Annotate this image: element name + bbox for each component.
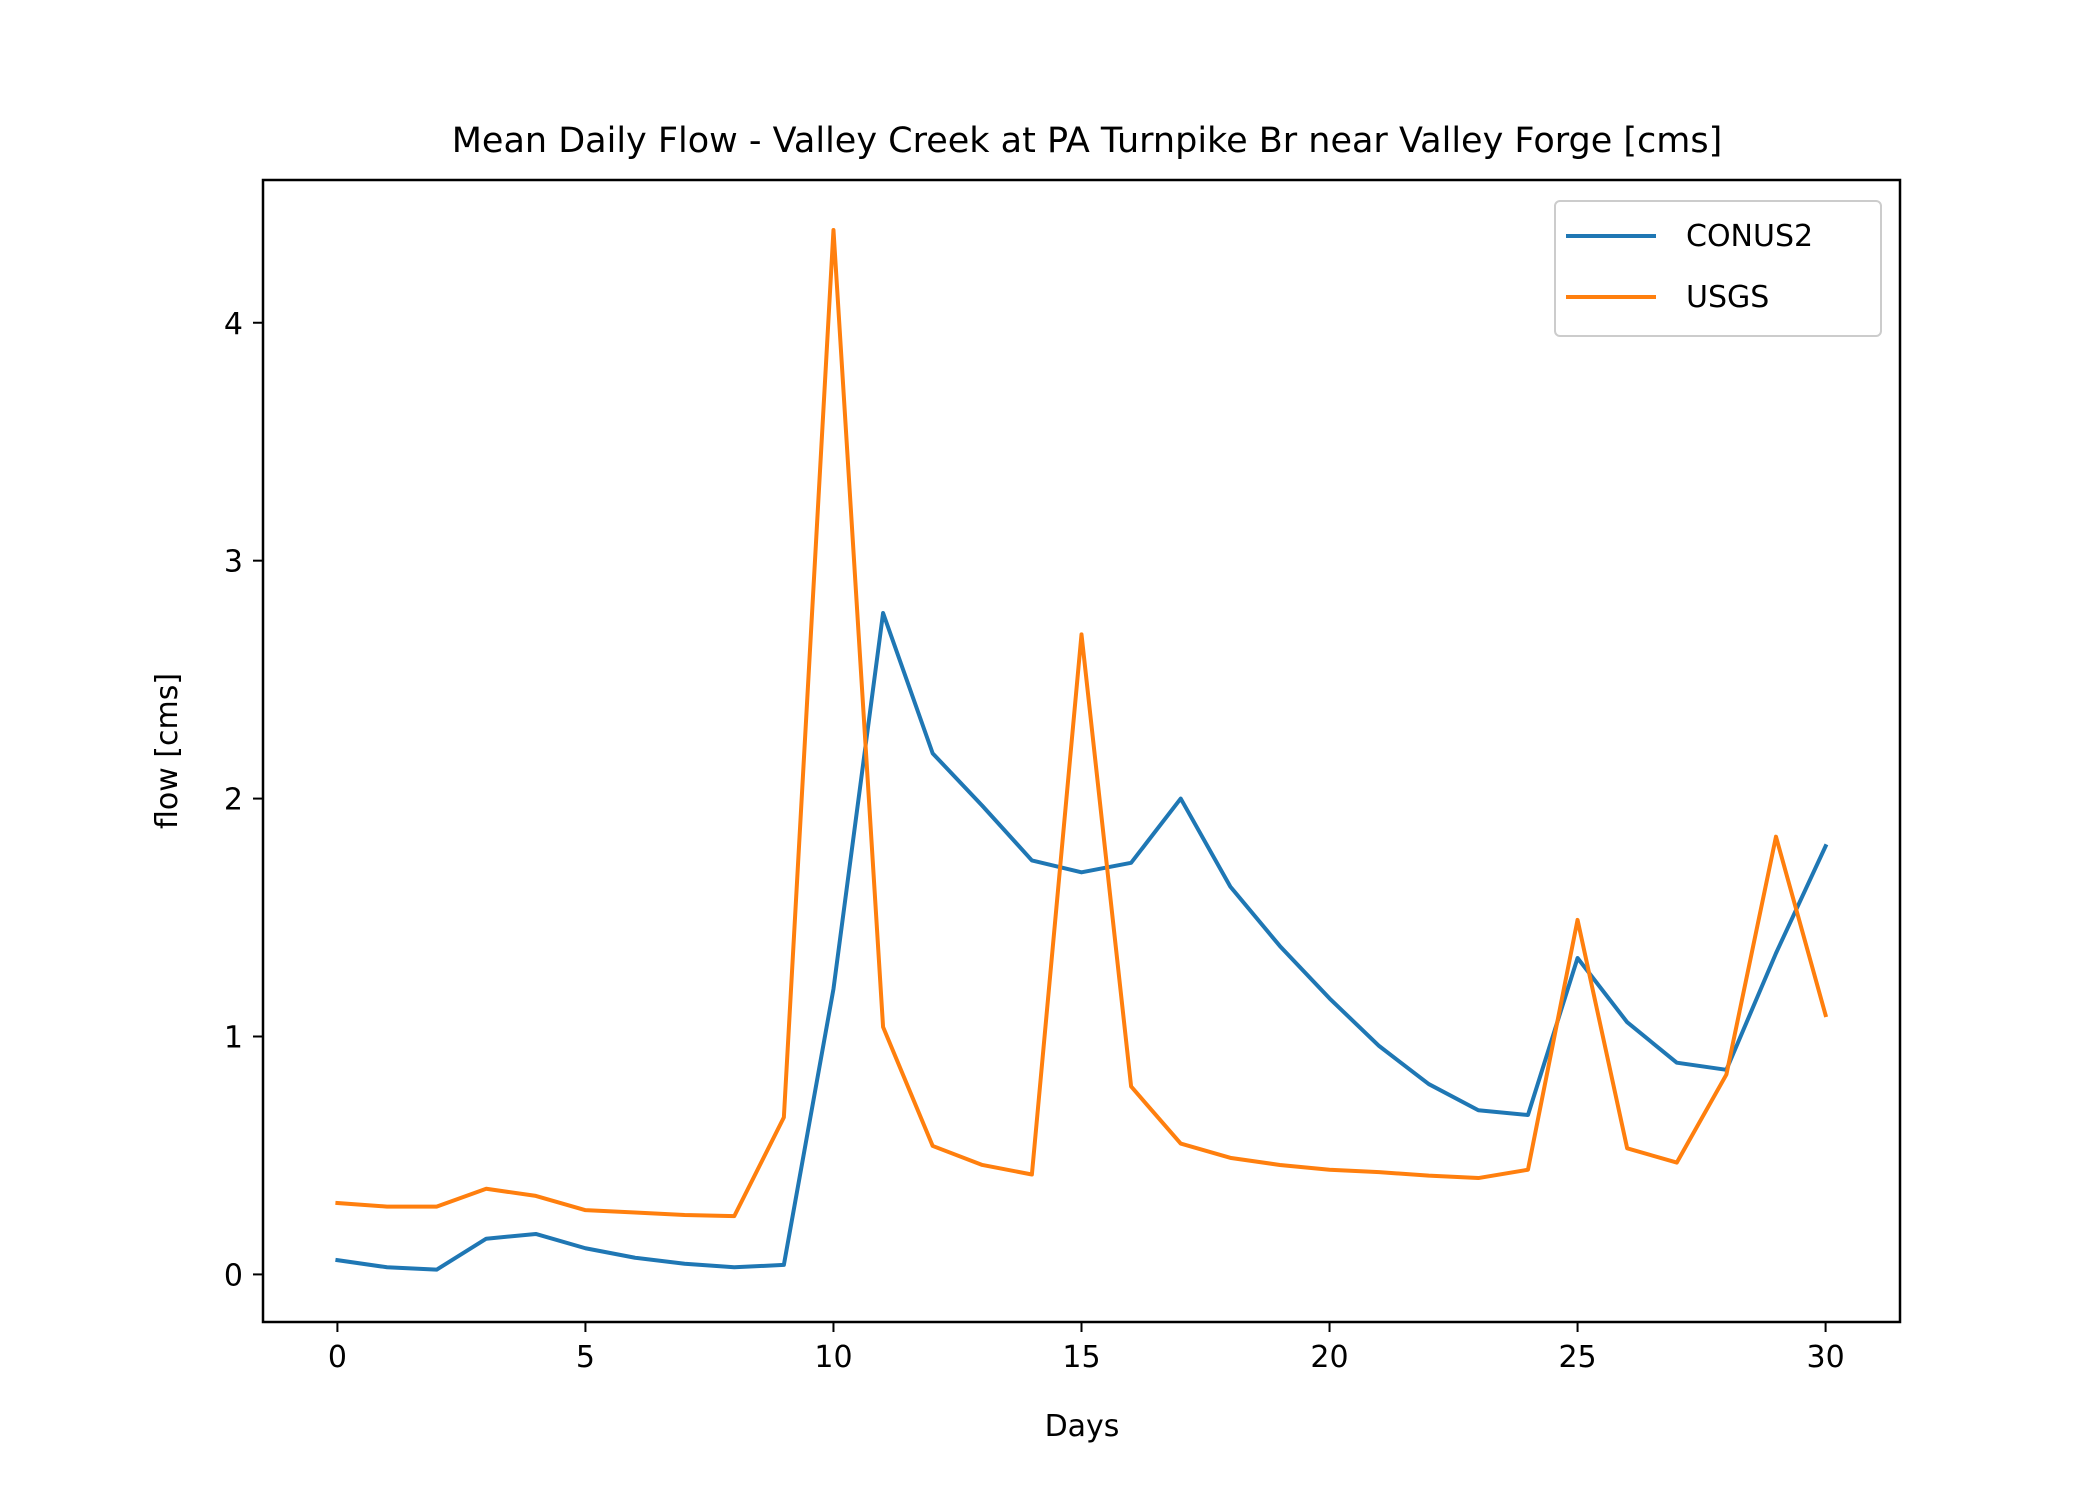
legend-label-conus2: CONUS2: [1686, 219, 1813, 254]
legend: CONUS2 USGS: [1554, 200, 1882, 337]
y-tick-label: 1: [224, 1021, 243, 1056]
y-tick-label: 0: [224, 1258, 243, 1293]
y-axis: 0 1 2 3 4: [224, 307, 263, 1293]
x-tick-label: 25: [1558, 1340, 1596, 1375]
series-line-conus2: [335, 611, 1829, 1272]
y-tick-label: 3: [224, 545, 243, 580]
y-tick-label: 4: [224, 307, 243, 342]
x-tick-label: 0: [328, 1340, 347, 1375]
x-tick-label: 20: [1310, 1340, 1348, 1375]
y-axis-label: flow [cms]: [150, 673, 185, 829]
x-tick-label: 10: [814, 1340, 852, 1375]
x-axis: 0 5 10 15 20 25 30: [328, 1322, 1845, 1375]
series-layer: [335, 227, 1829, 1272]
plot-area-frame: [261, 178, 1902, 1324]
x-tick-label: 5: [576, 1340, 595, 1375]
legend-label-usgs: USGS: [1686, 280, 1769, 315]
series-line-usgs: [335, 227, 1829, 1219]
chart-title: Mean Daily Flow - Valley Creek at PA Tur…: [452, 121, 1723, 161]
y-tick-label: 2: [224, 783, 243, 818]
x-axis-label: Days: [1045, 1409, 1120, 1444]
x-tick-label: 15: [1062, 1340, 1100, 1375]
x-tick-label: 30: [1806, 1340, 1844, 1375]
